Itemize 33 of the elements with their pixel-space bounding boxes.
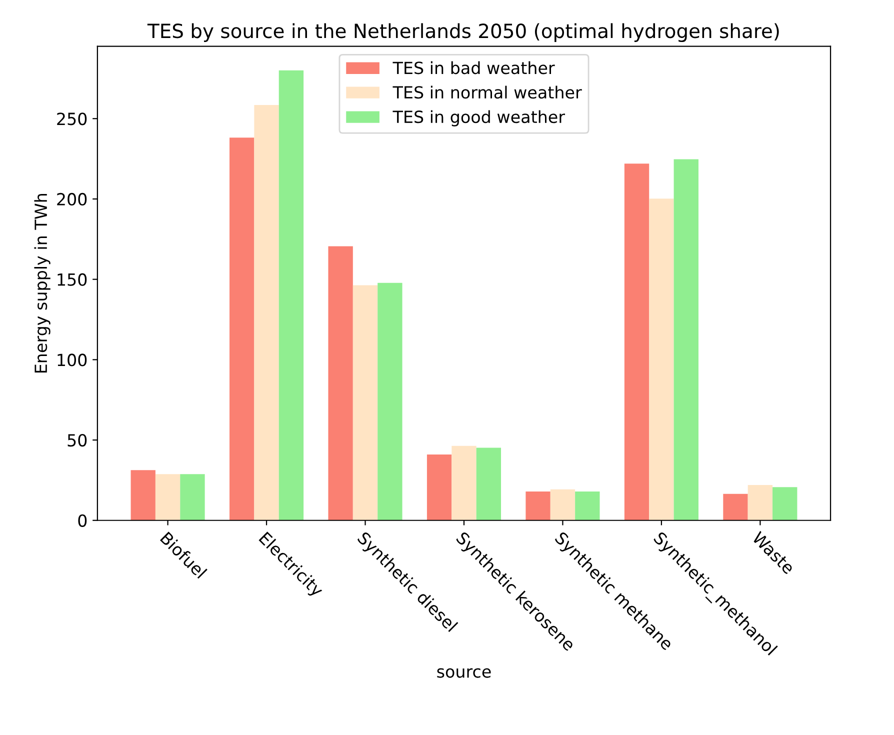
bar bbox=[254, 104, 279, 520]
bar bbox=[155, 474, 180, 520]
bar bbox=[772, 487, 798, 520]
y-tick-label: 200 bbox=[57, 192, 87, 206]
bar bbox=[328, 246, 353, 520]
bar bbox=[130, 470, 156, 520]
bar bbox=[278, 70, 304, 520]
bar bbox=[426, 454, 452, 520]
y-axis-title: Energy supply in TWh bbox=[34, 194, 50, 372]
bar bbox=[575, 491, 600, 520]
legend-label: TES in good weather bbox=[392, 110, 566, 126]
legend-label: TES in bad weather bbox=[392, 61, 555, 74]
bar bbox=[452, 446, 476, 520]
legend-label: TES in normal weather bbox=[392, 86, 582, 99]
bar bbox=[550, 489, 576, 520]
bar bbox=[649, 198, 674, 520]
x-axis-title: source bbox=[437, 668, 491, 678]
bar bbox=[748, 485, 773, 520]
y-tick-label: 150 bbox=[58, 273, 87, 286]
bar bbox=[723, 494, 748, 520]
y-tick-label: 50 bbox=[68, 434, 87, 447]
bar bbox=[378, 282, 402, 520]
y-tick-label: 100 bbox=[58, 354, 87, 366]
bar bbox=[230, 138, 254, 520]
y-tick-label: 0 bbox=[78, 514, 87, 527]
bar bbox=[352, 285, 378, 520]
bar bbox=[476, 448, 502, 520]
chart-title: TES by source in the Netherlands 2050 (optimal hydrogen share) bbox=[147, 23, 779, 42]
y-tick-label: 250 bbox=[57, 112, 87, 126]
bar bbox=[526, 491, 550, 520]
bar bbox=[624, 164, 650, 520]
bar bbox=[674, 159, 698, 520]
bar bbox=[180, 474, 205, 520]
